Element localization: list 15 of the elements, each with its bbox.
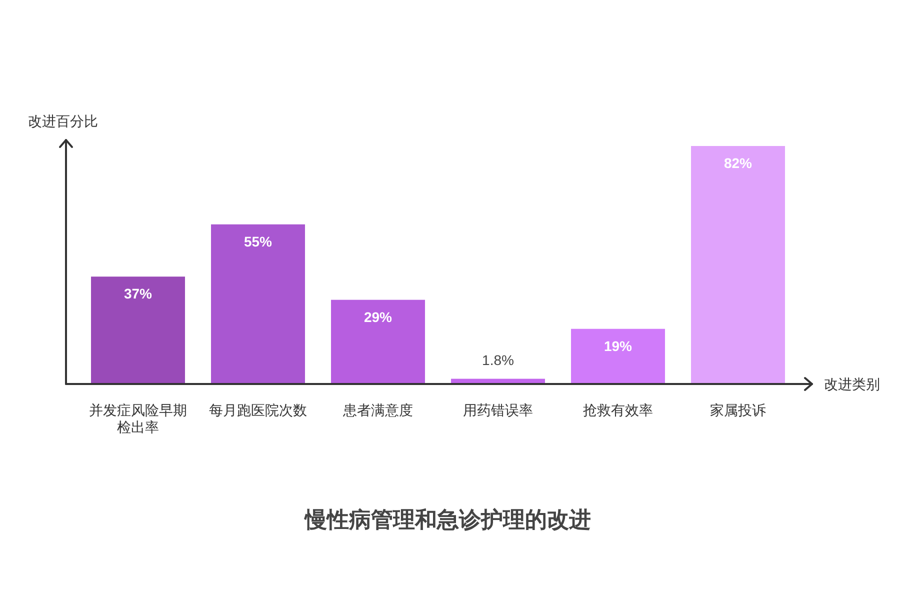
x-tick-label: 患者满意度 <box>342 402 414 419</box>
data-label: 29% <box>364 308 393 325</box>
data-label: 82% <box>724 155 753 171</box>
x-tick-label: 家属投诉 <box>709 402 767 419</box>
x-tick-label: 抢救有效率 <box>582 402 654 419</box>
x-tick-label: 每月跑医院次数 <box>208 402 308 419</box>
x-tick-label: 并发症风险早期检出率 <box>88 402 188 436</box>
data-label: 19% <box>604 338 633 354</box>
y-axis-title: 改进百分比 <box>28 113 98 129</box>
text: 慢性病管理和急诊护理的改进 <box>303 507 591 532</box>
data-label: 55% <box>244 233 273 250</box>
x-tick-label: 用药错误率 <box>462 402 534 419</box>
data-label: 1.8% <box>482 352 514 368</box>
data-label: 37% <box>124 286 153 302</box>
x-axis-title: 改进类别 <box>824 376 880 392</box>
